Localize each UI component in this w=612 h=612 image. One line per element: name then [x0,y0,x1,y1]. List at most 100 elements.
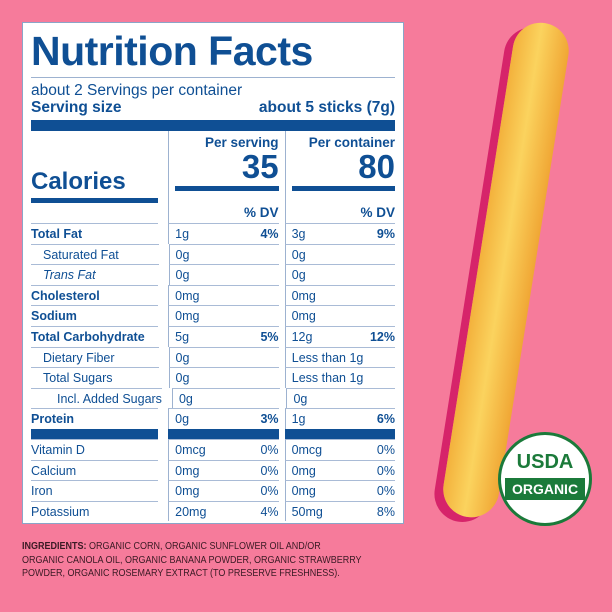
nutrient-name: Saturated Fat [31,243,159,265]
per-container-dv: 8% [376,504,395,519]
per-container-amount: 0g [291,247,306,262]
nutrient-row: Total Sugars 0g Less than 1g [31,367,396,388]
per-container-amount: 3g [291,227,306,241]
per-container-amount: 0mg [291,288,316,303]
per-serving-dv: 4% [260,227,279,241]
per-container-amount: 0mg [291,463,316,478]
per-serving-cell: 0g [171,387,281,409]
per-container-amount: Less than 1g [291,350,364,365]
nutrient-name-text: Calcium [31,463,77,478]
nutrient-name-text: Total Sugars [43,371,113,386]
nutrient-name: Dietary Fiber [31,346,159,368]
per-serving-cell: 0g [168,346,279,368]
nutrient-row: Cholesterol 0mg 0mg [31,284,395,306]
nutrient-name: Total Sugars [31,367,159,388]
label-title: Nutrition Facts [31,27,395,78]
per-serving-cell: 20mg 4% [168,500,279,522]
nutrient-name-text: Total Fat [31,227,83,241]
nutrient-row: Total Carbohydrate 5g 5% 12g 12% [31,325,395,347]
thick-divider [31,120,395,131]
per-serving-dv: 0% [260,442,279,457]
nutrient-row: Iron 0mg 0% 0mg 0% [31,480,395,501]
per-container-dv: 0% [376,463,395,478]
nutrient-row: Dietary Fiber 0g Less than 1g [31,346,396,368]
nutrient-name-text: Vitamin D [31,442,85,457]
per-serving-amount: 0mcg [175,442,206,457]
per-container-dv: 0% [376,442,395,457]
per-serving-dv: 4% [260,504,279,519]
per-serving-dv: 0% [260,484,279,499]
per-container-dv: 9% [376,227,395,241]
per-serving-cell: 0g 3% [168,408,279,429]
per-serving-amount: 5g [175,329,190,344]
per-serving-amount: 0g [175,247,190,262]
seal-top-text: USDA [516,451,574,473]
nutrient-row: Sodium 0mg 0mg [31,305,395,326]
per-container-cell: 0mg 0% [284,459,395,481]
nutrient-name: Total Carbohydrate [31,325,159,347]
dv-label: % DV [284,203,395,223]
per-serving-cell: 1g 4% [168,223,279,244]
per-serving-amount: 0mg [175,288,200,303]
usda-organic-seal: USDA ORGANIC [498,432,592,526]
per-container-dv: 12% [369,329,395,344]
per-container-cell: 0g [284,264,396,285]
per-container-dv: 0% [376,484,395,499]
calories-per-serving: 35 [175,150,279,191]
per-serving-dv: 3% [260,412,279,427]
calories-per-container: 80 [291,150,395,191]
per-serving-cell: 0g [168,264,279,285]
per-serving-amount: 0g [175,350,190,365]
nutrient-name: Vitamin D [31,438,159,460]
nutrient-name-text: Potassium [31,504,90,519]
nutrient-name: Total Fat [31,223,159,244]
per-container-cell: Less than 1g [284,346,396,368]
per-container-amount: 0mcg [291,442,323,457]
nutrient-name: Sodium [31,305,159,326]
nutrient-row: Calcium 0mg 0% 0mg 0% [31,459,395,481]
per-container-label: Per container [308,135,395,150]
per-serving-dv: 0% [260,463,279,478]
per-container-cell: 0mg [284,284,395,306]
per-serving-amount: 20mg [175,504,207,519]
nutrient-row: Total Fat 1g 4% 3g 9% [31,223,395,244]
ingredients-label: INGREDIENTS: [22,541,87,552]
dv-label: % DV [168,203,279,223]
dv-header: % DV % DV [31,203,395,223]
nutrient-name: Iron [31,480,159,501]
per-serving-amount: 0mg [175,484,200,499]
per-serving-amount: 0mg [175,309,200,324]
nutrient-row: Vitamin D 0mcg 0% 0mcg 0% [31,438,395,460]
serving-size-value: about 5 sticks (7g) [258,99,395,116]
nutrient-name-text: Total Carbohydrate [31,329,145,344]
per-container-cell: 0mg [284,305,395,326]
nutrient-name: Incl. Added Sugars [31,387,162,409]
per-serving-cell: 0g [168,243,279,265]
nutrient-name-text: Cholesterol [31,288,100,303]
per-container-amount: 12g [291,329,313,344]
per-container-cell: 50mg 8% [284,500,395,522]
per-serving-amount: 0g [175,371,190,386]
nutrition-facts-label: Nutrition Facts about 2 Servings per con… [22,22,404,525]
per-container-cell: 12g 12% [284,325,395,347]
nutrient-row: Protein 0g 3% 1g 6% [31,408,395,429]
per-serving-amount: 0mg [175,463,200,478]
ingredients-list: ORGANIC CORN, ORGANIC SUNFLOWER OIL AND/… [22,541,362,579]
per-serving-cell: 0g [168,367,279,388]
per-serving-dv: 5% [260,329,279,344]
per-container-cell: 3g 9% [284,223,395,244]
nutrient-row: Saturated Fat 0g 0g [31,243,396,265]
nutrient-name: Potassium [31,500,159,522]
nutrient-name: Trans Fat [31,264,159,285]
nutrient-name-text: Dietary Fiber [43,350,115,365]
per-serving-amount: 1g [175,227,190,241]
per-serving-label: Per serving [205,135,279,150]
per-container-dv: 6% [376,412,395,427]
per-serving-amount: 0g [178,391,193,406]
nutrient-name-text: Incl. Added Sugars [57,391,162,406]
per-container-amount: 50mg [291,504,323,519]
calories-header: Calories Per serving 35 Per container 80 [31,131,395,203]
nutrient-name: Calcium [31,459,159,481]
per-serving-amount: 0g [175,412,190,427]
per-container-cell: 1g 6% [284,408,395,429]
